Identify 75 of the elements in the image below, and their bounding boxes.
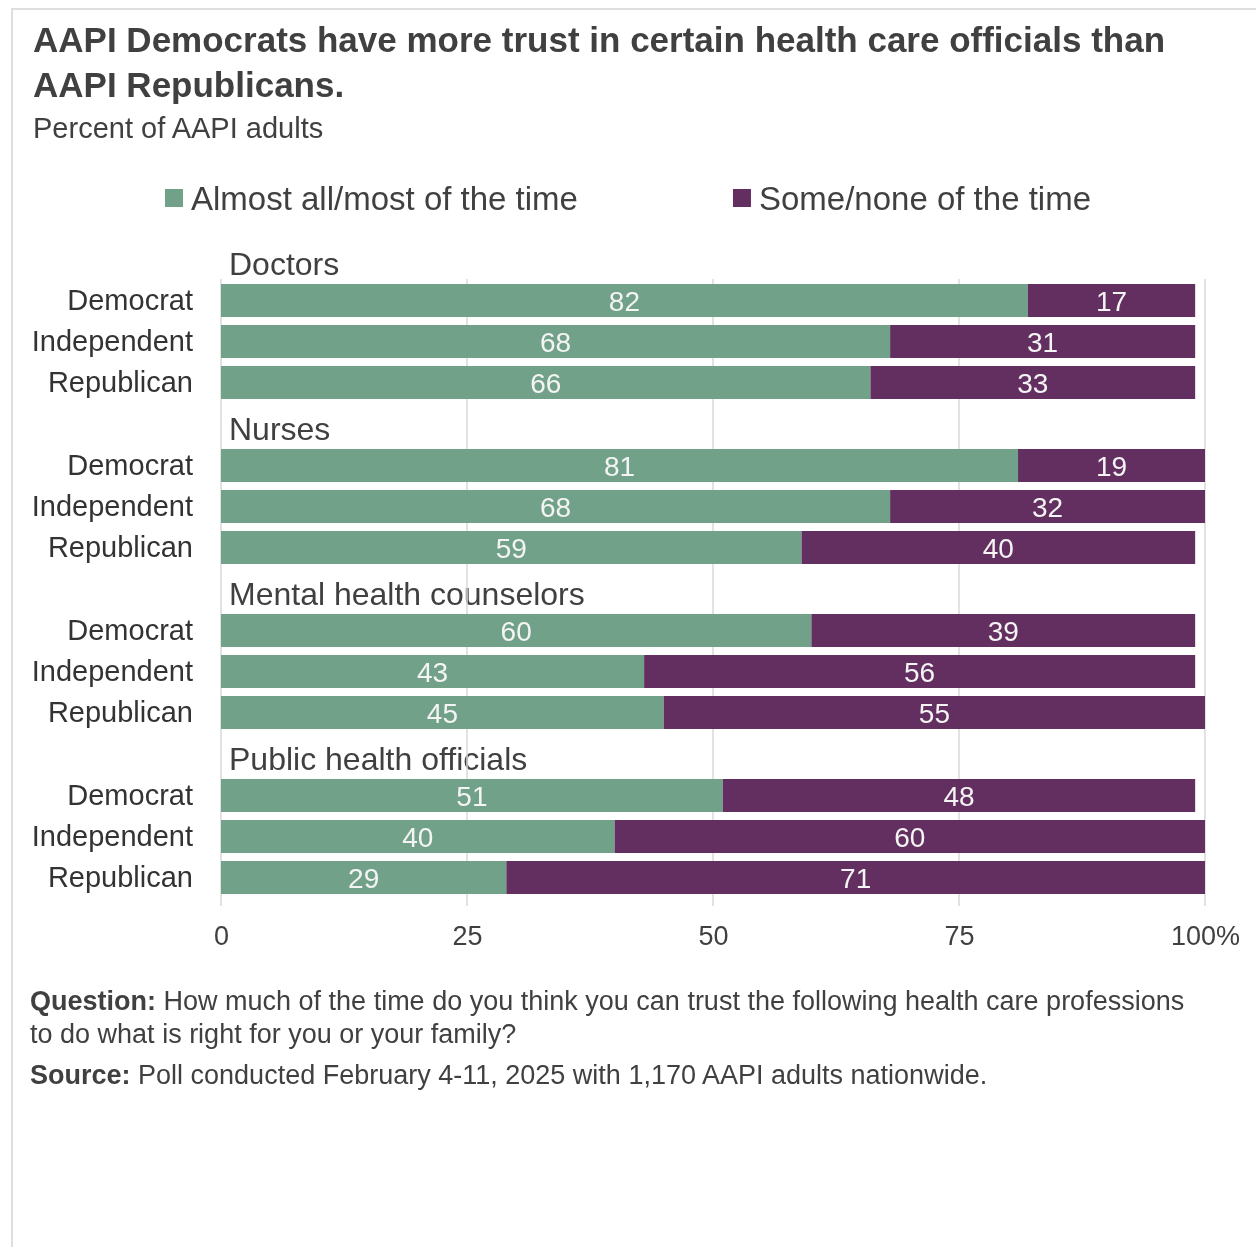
bar	[221, 325, 891, 358]
bar	[1027, 284, 1196, 317]
x-tick-label: 75	[944, 921, 975, 952]
bar	[221, 614, 812, 647]
y-tick-label: Democrat	[67, 283, 193, 316]
chart-title: Mental health counselors	[229, 576, 585, 612]
bar	[614, 820, 1205, 853]
bar	[221, 531, 802, 564]
data-label: 60	[500, 615, 532, 647]
y-tick-label: Republican	[47, 695, 193, 728]
data-label: 55	[918, 697, 950, 729]
chart-title: Nurses	[229, 411, 331, 447]
x-tick-label: 50	[698, 921, 729, 952]
y-tick-label: Republican	[47, 860, 193, 893]
bar	[221, 820, 615, 853]
bar	[221, 696, 664, 729]
text: Percent of AAPI adults	[33, 112, 324, 144]
x-tick-label: 25	[452, 921, 483, 952]
bar	[644, 655, 1196, 688]
y-tick-label: Republican	[47, 365, 193, 398]
y-tick-label: Independent	[31, 819, 193, 852]
data-label: 68	[539, 326, 572, 358]
bar	[221, 284, 1028, 317]
bar	[722, 779, 1196, 812]
data-label: 40	[402, 821, 434, 853]
bar	[221, 779, 723, 812]
x-tick-label: 0	[213, 921, 230, 952]
bar	[890, 325, 1196, 358]
bar	[801, 531, 1196, 564]
chart-title: Public health officials	[229, 741, 528, 777]
bar	[1018, 449, 1205, 482]
data-label: 66	[530, 367, 562, 399]
data-label: 43	[416, 656, 449, 688]
bar	[506, 861, 1205, 894]
bar	[221, 655, 645, 688]
legend-label: Some/none of the time	[758, 179, 1091, 217]
bar	[811, 614, 1196, 647]
data-label: 81	[603, 450, 636, 482]
bar	[663, 696, 1205, 729]
y-tick-label: Independent	[31, 324, 193, 357]
data-label: 71	[840, 862, 872, 894]
data-label: 32	[1031, 491, 1064, 523]
data-label: 40	[982, 532, 1014, 564]
legend-label: Almost all/most of the time	[191, 179, 578, 217]
bar	[221, 449, 1019, 482]
text: Source: Poll conducted February 4-11, 2025 with 1,170 AAPI adults nationwide.	[30, 1060, 988, 1090]
data-label: 51	[456, 780, 488, 812]
text: Question: How much of the time do you think you can trust the following health care professions to do what is right for you or your family?	[30, 986, 1185, 1049]
y-tick-label: Democrat	[67, 448, 193, 481]
data-label: 39	[987, 615, 1019, 647]
data-label: 45	[426, 697, 458, 729]
y-tick-label: Republican	[47, 530, 193, 563]
data-label: 48	[943, 780, 975, 812]
x-tick-label: 100%	[1170, 921, 1241, 952]
data-label: 29	[348, 862, 380, 894]
y-tick-label: Independent	[31, 489, 193, 522]
data-label: 82	[608, 285, 641, 317]
bar	[221, 490, 891, 523]
data-label: 19	[1095, 450, 1128, 482]
data-label: 17	[1095, 285, 1128, 317]
y-tick-label: Democrat	[67, 613, 193, 646]
bar	[870, 366, 1196, 399]
data-label: 56	[904, 656, 936, 688]
data-label: 60	[894, 821, 926, 853]
bar	[221, 366, 871, 399]
bar	[221, 861, 507, 894]
y-tick-label: Independent	[31, 654, 193, 687]
data-label: 31	[1027, 326, 1059, 358]
bar	[890, 490, 1205, 523]
data-label: 59	[495, 532, 527, 564]
chart-title: AAPI Democrats have more trust in certain health care officials than AAPI Republicans.	[33, 20, 1166, 104]
data-label: 68	[539, 491, 572, 523]
data-label: 33	[1017, 367, 1049, 399]
chart-title: Doctors	[229, 246, 340, 282]
y-tick-label: Democrat	[67, 778, 193, 811]
